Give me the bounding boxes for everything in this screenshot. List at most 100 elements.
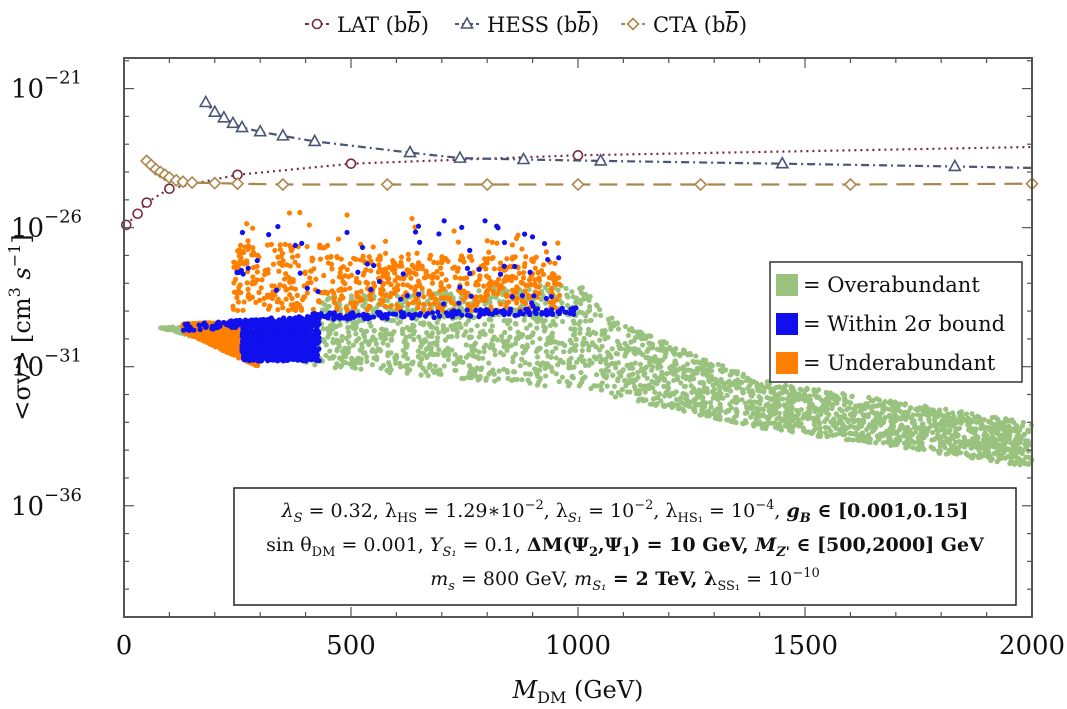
overabundant-point <box>1001 423 1008 429</box>
overabundant-point <box>665 385 672 391</box>
overabundant-point <box>341 347 348 353</box>
overabundant-point <box>586 362 592 368</box>
underabundant-point <box>523 254 529 260</box>
overabundant-point <box>635 390 641 396</box>
overabundant-point <box>778 425 784 432</box>
underabundant-point <box>340 264 346 270</box>
underabundant-point <box>404 282 411 288</box>
overabundant-point <box>675 376 681 383</box>
underabundant-point <box>211 342 217 348</box>
underabundant-point <box>329 266 335 272</box>
overabundant-point <box>521 317 527 323</box>
overabundant-point <box>589 340 596 346</box>
overabundant-point <box>655 357 661 363</box>
overabundant-point <box>700 381 707 387</box>
overabundant-point <box>902 402 908 408</box>
overabundant-point <box>332 364 338 371</box>
overabundant-point <box>577 326 583 332</box>
overabundant-point <box>424 354 430 360</box>
underabundant-point <box>415 278 422 284</box>
underabundant-point <box>242 259 249 265</box>
overabundant-point <box>771 403 777 409</box>
overabundant-point <box>510 354 516 361</box>
overabundant-point <box>752 410 758 417</box>
overabundant-point <box>748 399 754 405</box>
overabundant-point <box>972 414 978 421</box>
overabundant-point <box>1023 454 1029 460</box>
overabundant-point <box>596 307 603 313</box>
overabundant-point <box>1010 427 1016 433</box>
underabundant-point <box>348 272 355 278</box>
overabundant-point <box>856 417 862 423</box>
overabundant-point <box>337 356 343 362</box>
overabundant-point <box>444 327 450 333</box>
underabundant-point <box>356 280 362 286</box>
overabundant-point <box>975 436 981 442</box>
underabundant-point <box>286 210 293 216</box>
underabundant-point <box>385 279 391 285</box>
underabundant-point <box>357 257 364 263</box>
overabundant-point <box>871 423 878 429</box>
overabundant-point <box>880 406 886 412</box>
overabundant-point <box>704 387 710 393</box>
overabundant-point <box>455 355 461 361</box>
overabundant-point <box>362 338 369 344</box>
overabundant-point <box>661 376 667 382</box>
overabundant-point <box>889 402 895 408</box>
overabundant-point <box>1020 433 1026 439</box>
overabundant-point <box>838 415 844 421</box>
underabundant-point <box>400 281 406 288</box>
underabundant-point <box>439 260 445 266</box>
overabundant-point <box>440 323 446 329</box>
overabundant-point <box>992 414 998 420</box>
underabundant-point <box>269 283 275 289</box>
overabundant-point <box>385 342 391 348</box>
overabundant-point <box>476 349 482 355</box>
underabundant-point <box>443 277 449 283</box>
overabundant-point <box>770 410 776 416</box>
overabundant-point <box>717 386 723 392</box>
overabundant-point <box>635 369 641 376</box>
overabundant-point <box>997 455 1003 461</box>
overabundant-point <box>887 406 893 412</box>
overabundant-point <box>726 417 732 423</box>
overabundant-point <box>488 328 495 334</box>
overabundant-point <box>623 383 629 389</box>
underabundant-point <box>267 303 273 309</box>
overabundant-point <box>519 377 525 383</box>
overabundant-point <box>661 383 667 389</box>
underabundant-point <box>235 355 242 361</box>
underabundant-point <box>426 290 433 296</box>
underabundant-point <box>255 252 261 258</box>
overabundant-point <box>1019 423 1025 429</box>
overabundant-point <box>876 397 882 403</box>
overabundant-point <box>448 333 455 340</box>
overabundant-point <box>776 396 782 403</box>
legend-triangle-icon <box>460 16 474 29</box>
overabundant-point <box>782 415 788 421</box>
overabundant-point <box>534 354 541 360</box>
underabundant-point <box>230 306 237 312</box>
overabundant-point <box>613 365 619 371</box>
underabundant-point <box>241 299 247 305</box>
underabundant-point <box>421 294 427 300</box>
overabundant-point <box>397 360 403 366</box>
overabundant-point <box>681 384 688 390</box>
underabundant-point <box>543 249 550 255</box>
overabundant-point <box>954 433 960 439</box>
overabundant-point <box>346 333 352 339</box>
overabundant-point <box>387 366 393 373</box>
overabundant-point <box>650 358 656 364</box>
underabundant-point <box>287 263 293 269</box>
overabundant-point <box>479 365 485 371</box>
overabundant-point <box>441 353 448 359</box>
overabundant-point <box>390 317 397 324</box>
overabundant-point <box>905 443 911 450</box>
underabundant-point <box>275 307 281 313</box>
underabundant-point <box>366 254 372 260</box>
underabundant-point <box>337 297 343 303</box>
overabundant-point <box>929 429 936 436</box>
underabundant-point <box>398 254 405 260</box>
underabundant-point <box>321 272 327 279</box>
